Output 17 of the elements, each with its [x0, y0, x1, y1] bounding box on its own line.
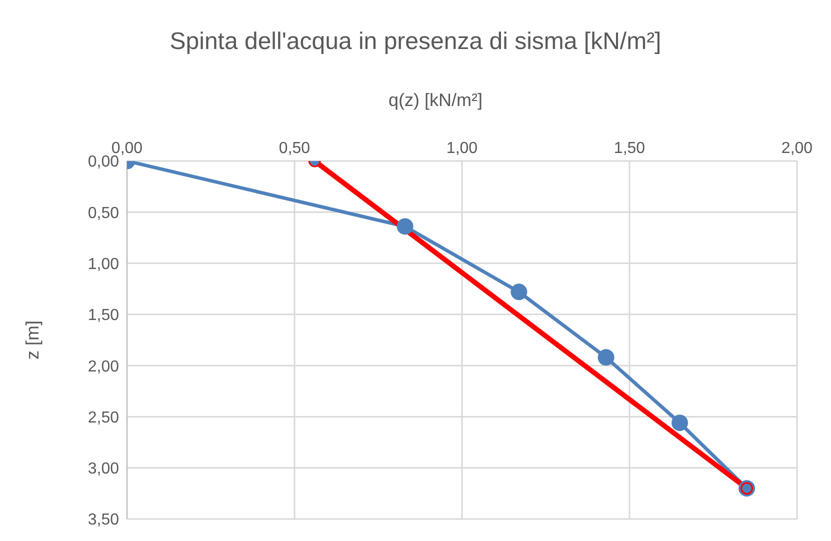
point: [598, 349, 614, 366]
x-tick-label: 0,50: [278, 140, 310, 157]
chart-title: Spinta dell'acqua in presenza di sisma [kN/m²]: [168, 28, 662, 56]
x-tick-label: 2,00: [781, 140, 813, 157]
y-tick-label: 2,00: [88, 358, 120, 376]
point: [510, 284, 528, 300]
y-tick-label: 1,00: [88, 256, 120, 273]
y-axis-title: z [m]: [22, 320, 44, 360]
y-tick-label: 3,50: [88, 512, 120, 529]
y-tick-label: 3,00: [88, 460, 120, 478]
x-tick-label: 1,00: [446, 140, 478, 157]
y-tick-label: 0,50: [88, 204, 120, 222]
y-tick-label: 2,50: [88, 409, 120, 426]
point: [672, 414, 688, 432]
y-tick-label: 1,50: [88, 307, 120, 324]
x-axis-title: q(z) [kN/m²]: [388, 90, 484, 111]
x-tick-label: 1,50: [614, 140, 646, 157]
